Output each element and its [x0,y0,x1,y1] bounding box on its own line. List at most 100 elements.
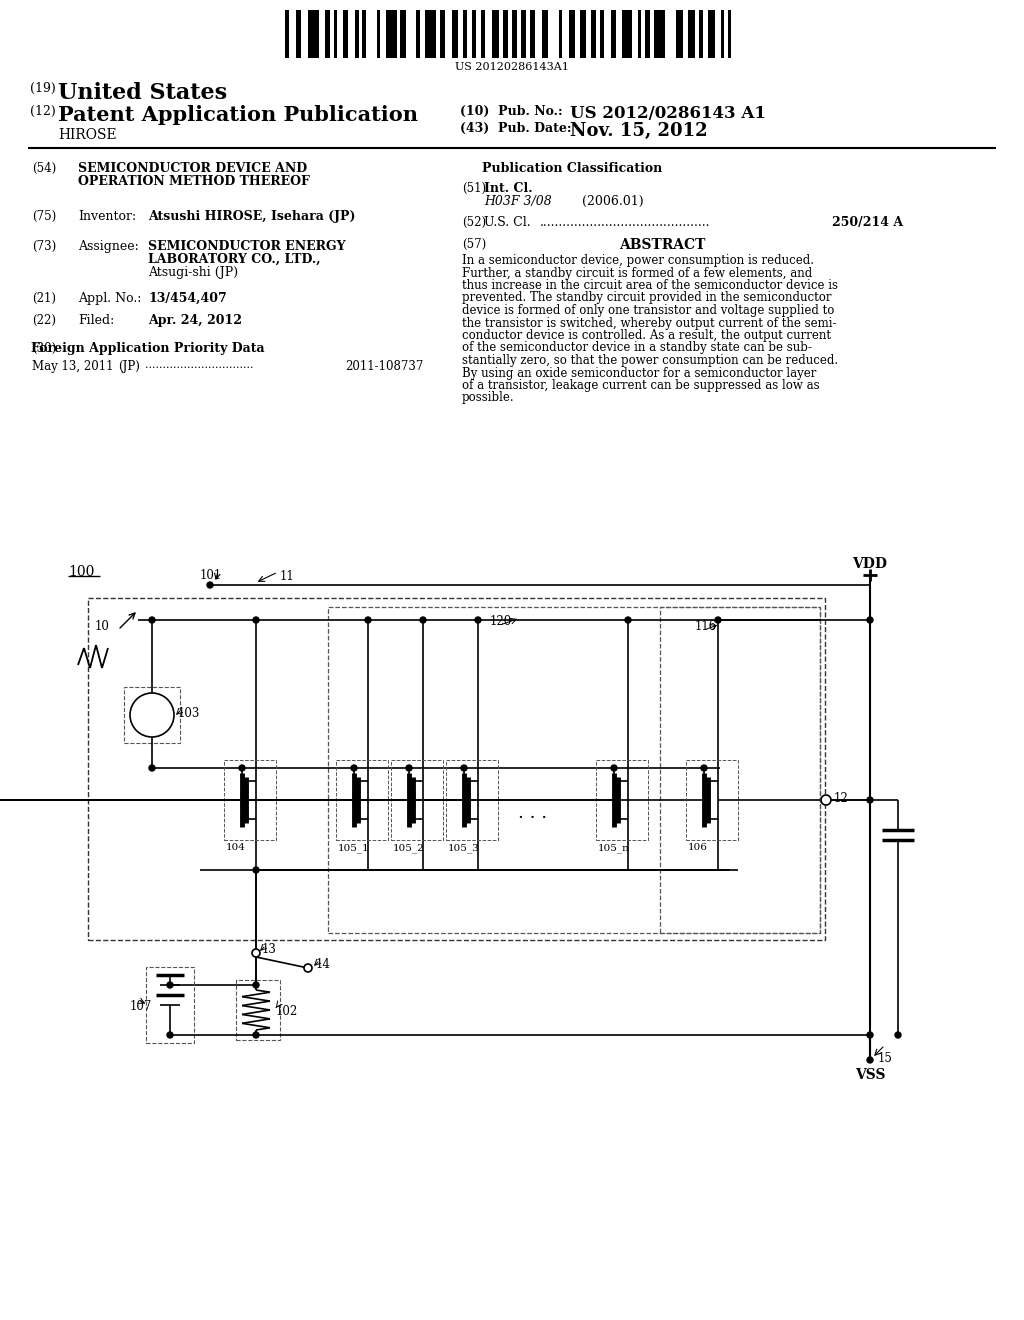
Text: Appl. No.:: Appl. No.: [78,292,141,305]
Text: 105_2: 105_2 [393,843,425,853]
Text: (73): (73) [32,240,56,253]
Bar [559,11,562,58]
Text: 13/454,407: 13/454,407 [148,292,226,305]
Circle shape [150,766,155,771]
Circle shape [253,616,259,623]
Circle shape [253,982,259,987]
Bar [529,11,536,58]
Text: ............................................: ........................................… [540,216,711,228]
Text: Atsugi-shi (JP): Atsugi-shi (JP) [148,267,239,279]
Circle shape [207,582,213,587]
Bar [610,11,616,58]
Text: of a transistor, leakage current can be suppressed as low as: of a transistor, leakage current can be … [462,379,819,392]
Text: 105_3: 105_3 [449,843,480,853]
Text: H03F 3/08: H03F 3/08 [484,195,552,209]
Bar [503,11,508,58]
Bar [688,11,695,58]
Text: (JP): (JP) [118,360,140,374]
Text: Publication Classification: Publication Classification [482,162,663,176]
Bar [453,11,458,58]
Circle shape [867,1032,873,1038]
Text: VSS: VSS [855,1068,886,1082]
Circle shape [821,795,831,805]
Circle shape [895,1032,901,1038]
Text: VDD: VDD [853,557,888,572]
Bar [386,11,396,58]
Bar [569,11,574,58]
Bar [88,598,825,940]
Text: 11: 11 [280,570,295,583]
Bar [660,607,820,933]
Bar [654,11,665,58]
Bar [224,760,276,840]
Bar [622,11,633,58]
Text: possible.: possible. [462,392,515,404]
Text: 13: 13 [262,942,276,956]
Bar [472,11,476,58]
Text: thus increase in the circuit area of the semiconductor device is: thus increase in the circuit area of the… [462,279,838,292]
Text: ABSTRACT: ABSTRACT [618,238,706,252]
Text: 105_n: 105_n [598,843,630,853]
Text: United States: United States [58,82,227,104]
Circle shape [167,982,173,987]
Bar [521,11,526,58]
Bar [400,11,406,58]
Circle shape [130,693,174,737]
Bar [343,11,348,58]
Circle shape [475,616,481,623]
Bar [325,11,330,58]
Bar [591,11,596,58]
Bar [581,11,586,58]
Text: Further, a standby circuit is formed of a few elements, and: Further, a standby circuit is formed of … [462,267,812,280]
Text: May 13, 2011: May 13, 2011 [32,360,114,374]
Text: ...............................: ............................... [145,360,254,370]
Bar [336,760,388,840]
Text: Atsushi HIROSE, Isehara (JP): Atsushi HIROSE, Isehara (JP) [148,210,355,223]
Text: 104: 104 [226,843,246,851]
Bar [355,11,358,58]
Text: 105_1: 105_1 [338,843,370,853]
Bar [463,11,467,58]
Text: 101: 101 [200,569,222,582]
Text: 2011-108737: 2011-108737 [345,360,423,374]
Text: SEMICONDUCTOR DEVICE AND: SEMICONDUCTOR DEVICE AND [78,162,307,176]
Text: LABORATORY CO., LTD.,: LABORATORY CO., LTD., [148,253,321,267]
Text: 10: 10 [95,620,110,634]
Circle shape [253,867,259,873]
Text: 107: 107 [130,1001,153,1012]
Text: Apr. 24, 2012: Apr. 24, 2012 [148,314,242,327]
Bar [638,11,641,58]
Text: of the semiconductor device in a standby state can be sub-: of the semiconductor device in a standby… [462,342,812,355]
Text: Filed:: Filed: [78,314,115,327]
Text: (30): (30) [32,342,56,355]
Text: Patent Application Publication: Patent Application Publication [58,106,418,125]
Bar [446,760,498,840]
Bar [676,11,683,58]
Bar [236,979,280,1040]
Text: device is formed of only one transistor and voltage supplied to: device is formed of only one transistor … [462,304,835,317]
Bar [492,11,500,58]
Text: (19): (19) [30,82,55,95]
Circle shape [239,766,245,771]
Text: (75): (75) [32,210,56,223]
Text: In a semiconductor device, power consumption is reduced.: In a semiconductor device, power consump… [462,253,814,267]
Bar [391,760,443,840]
Bar [512,11,517,58]
Text: OPERATION METHOD THEREOF: OPERATION METHOD THEREOF [78,176,310,187]
Bar [146,968,194,1043]
Circle shape [304,964,312,972]
Bar [425,11,436,58]
Text: 250/214 A: 250/214 A [831,216,903,228]
Circle shape [252,949,260,957]
Text: 12: 12 [834,792,849,805]
Text: (57): (57) [462,238,486,251]
Bar [439,11,445,58]
Circle shape [701,766,707,771]
Circle shape [253,1032,259,1038]
Bar [285,11,289,58]
Circle shape [365,616,371,623]
Text: 102: 102 [276,1005,298,1018]
Circle shape [867,1057,873,1063]
Text: 106: 106 [688,843,708,851]
Text: 103: 103 [178,708,201,719]
